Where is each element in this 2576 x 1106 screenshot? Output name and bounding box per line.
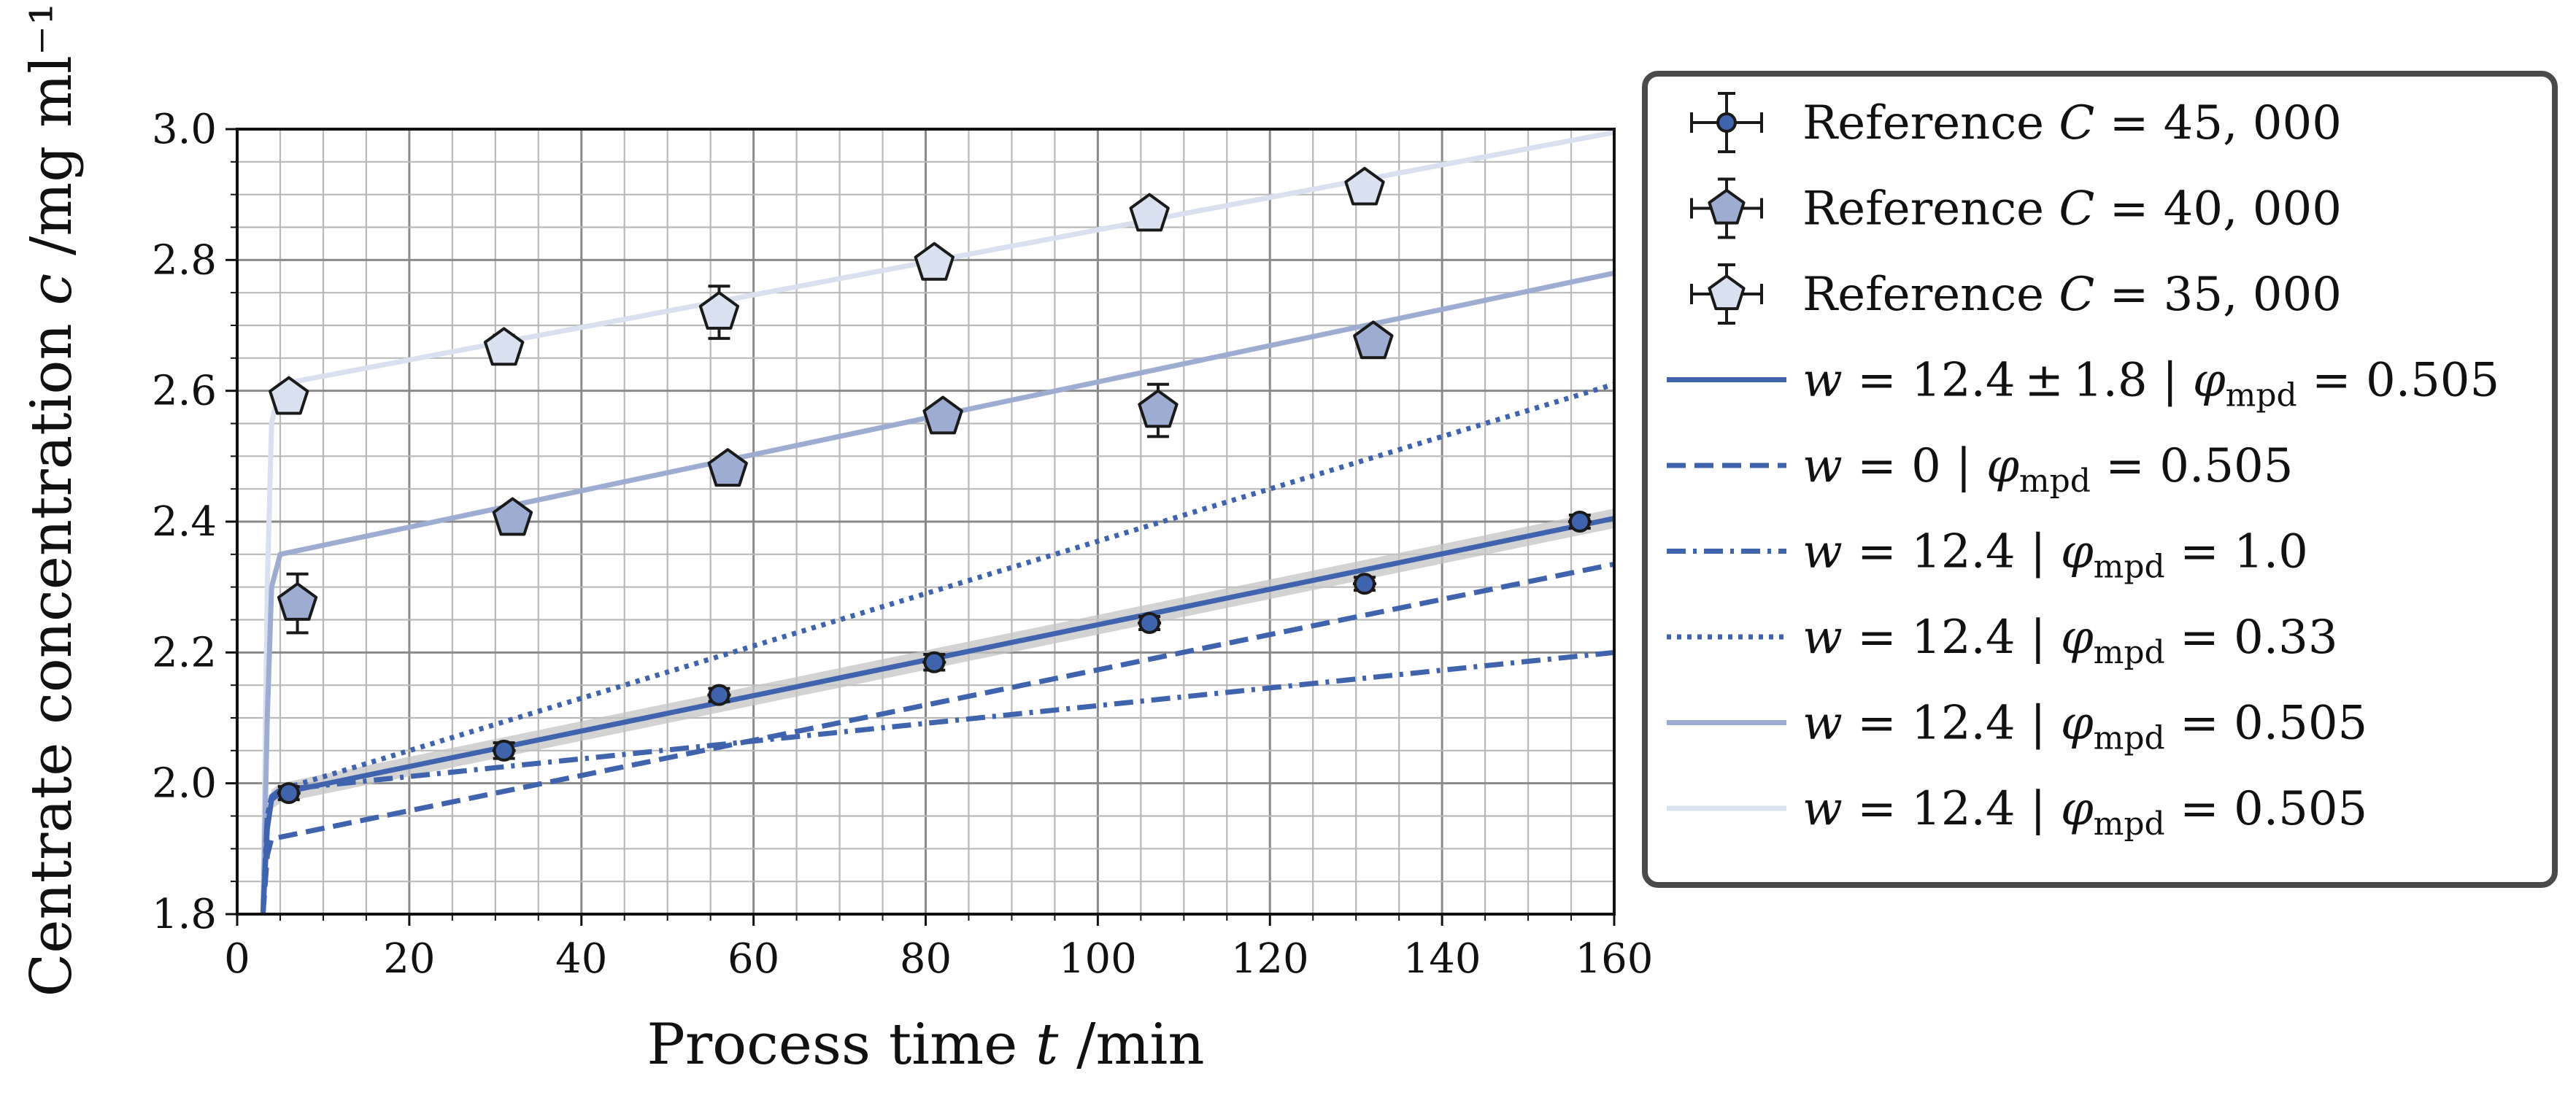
data-point — [277, 782, 300, 805]
y-tick-label: 3.0 — [152, 106, 217, 153]
data-point — [1353, 573, 1376, 595]
x-tick-label: 140 — [1403, 935, 1481, 983]
data-point — [483, 327, 525, 366]
y-tick-label: 1.8 — [152, 891, 217, 938]
legend-label: w = 12.4 | φmpd = 0.505 — [1802, 782, 2367, 843]
legend-entry: w = 12.4 | φmpd = 0.505 — [1667, 697, 2367, 757]
data-point — [1138, 611, 1161, 634]
data-point — [492, 497, 533, 536]
data-point — [708, 684, 730, 706]
x-axis-label: Process time t /min — [647, 1012, 1204, 1078]
reference-points — [269, 166, 1592, 805]
data-point — [1344, 166, 1385, 206]
data-point — [1129, 193, 1170, 232]
x-tick-label: 40 — [555, 935, 607, 983]
legend-entry: Reference C = 35, 000 — [1690, 263, 2342, 325]
data-point — [1568, 511, 1591, 533]
legend-entry: Reference C = 45, 000 — [1690, 92, 2342, 153]
data-point — [707, 448, 748, 487]
legend-entry: Reference C = 40, 000 — [1690, 177, 2342, 239]
data-point — [914, 241, 955, 281]
data-point — [1708, 274, 1746, 311]
data-point — [1138, 389, 1179, 428]
data-point — [1716, 112, 1737, 133]
legend-label: w = 12.4 ± 1.8 | φmpd = 0.505 — [1802, 354, 2499, 414]
uncertainty-band-fill — [263, 508, 1614, 914]
legend-box — [1642, 71, 2558, 888]
legend-entry: w = 12.4 | φmpd = 0.33 — [1667, 611, 2338, 671]
x-tick-label: 160 — [1576, 935, 1654, 983]
model-line-1 — [260, 516, 1614, 914]
legend-label: Reference C = 35, 000 — [1802, 268, 2342, 322]
data-point — [269, 376, 309, 415]
legend: Reference C = 45, 000 Reference C = 40, 0… — [1642, 71, 2558, 888]
data-point — [1353, 320, 1394, 360]
x-tick-label: 20 — [383, 935, 435, 983]
uncertainty-band — [263, 508, 1614, 914]
legend-entry: w = 12.4 | φmpd = 0.505 — [1667, 782, 2367, 843]
legend-entry: w = 0 | φmpd = 0.505 — [1667, 439, 2293, 500]
grid — [236, 128, 1616, 916]
legend-label: w = 12.4 | φmpd = 0.33 — [1802, 611, 2338, 671]
legend-entry: w = 12.4 | φmpd = 1.0 — [1667, 525, 2308, 586]
data-point — [698, 291, 740, 330]
data-point — [277, 582, 318, 621]
model-line-2 — [260, 561, 1614, 914]
legend-label: w = 12.4 | φmpd = 0.505 — [1802, 697, 2367, 757]
legend-label: w = 0 | φmpd = 0.505 — [1802, 439, 2293, 500]
x-tick-label: 60 — [728, 935, 779, 983]
y-axis-label: Centrate concentration c /mg ml⁻¹ — [19, 3, 85, 997]
data-point — [922, 395, 963, 435]
y-tick-label: 2.4 — [152, 498, 217, 546]
y-tick-label: 2.0 — [152, 760, 217, 808]
data-point — [1708, 188, 1746, 225]
x-tick-label: 0 — [224, 935, 250, 983]
x-tick-label: 80 — [900, 935, 952, 983]
x-tick-label: 100 — [1059, 935, 1137, 983]
data-point — [493, 739, 515, 762]
y-tick-label: 2.2 — [152, 629, 217, 676]
axis-ticks: 0 20 40 60 80 100 120 140 160 1.8 2.0 2.2 2.4 2.6 2.8 3… — [152, 106, 1654, 983]
y-axis-label-text: Centrate concentration c /mg ml⁻¹ — [19, 3, 85, 997]
legend-label: w = 12.4 | φmpd = 1.0 — [1802, 525, 2308, 586]
legend-label: Reference C = 40, 000 — [1802, 182, 2342, 236]
legend-entry: w = 12.4 ± 1.8 | φmpd = 0.505 — [1667, 354, 2499, 414]
y-tick-label: 2.6 — [152, 368, 217, 415]
x-axis-label-text: Process time t /min — [647, 1012, 1204, 1078]
data-point — [923, 651, 946, 673]
legend-label: Reference C = 45, 000 — [1802, 96, 2342, 150]
y-tick-label: 2.8 — [152, 236, 217, 284]
x-tick-label: 120 — [1231, 935, 1309, 983]
model-line-5 — [260, 270, 1614, 914]
